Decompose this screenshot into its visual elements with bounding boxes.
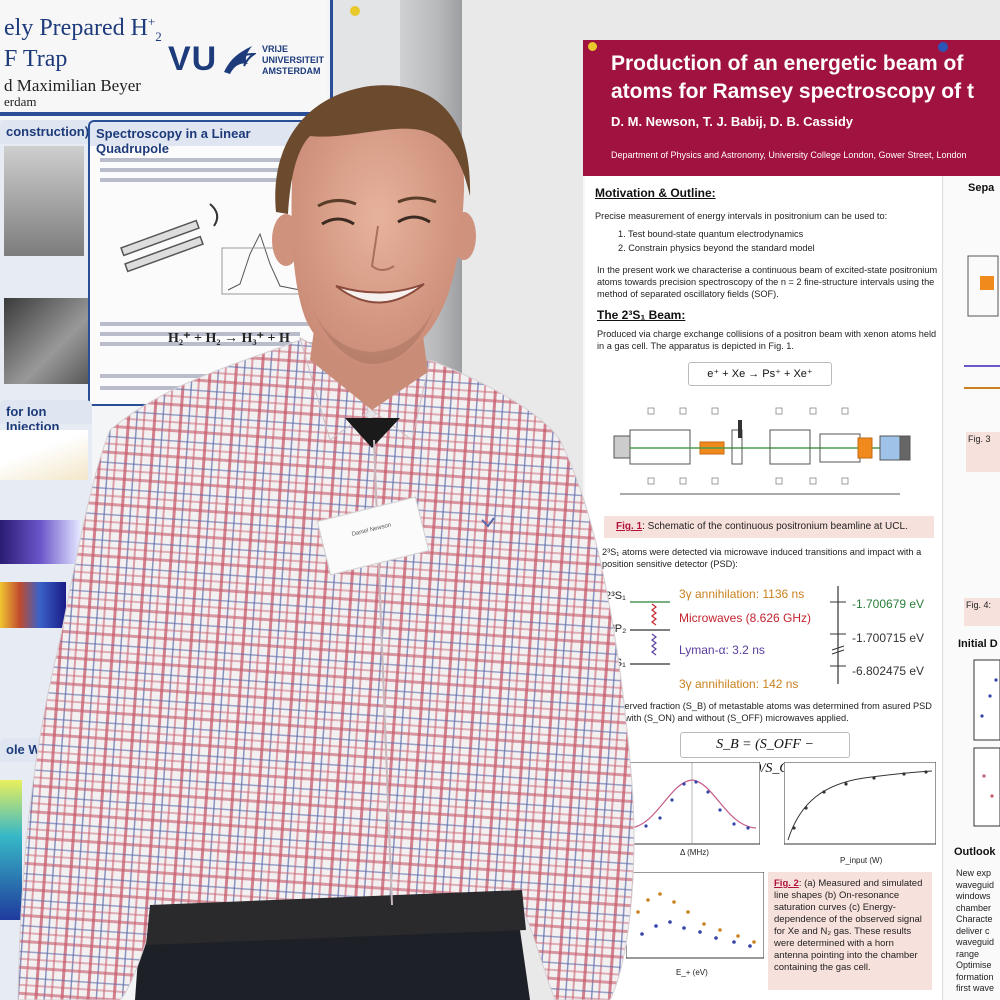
figure-1-caption: Fig. 1: Schematic of the continuous posi… [604, 516, 934, 538]
beam-text: Produced via charge exchange collisions … [597, 329, 937, 351]
motivation-text: Precise measurement of energy intervals … [595, 211, 888, 221]
plot-c-xlabel: E_+ (eV) [676, 968, 708, 977]
pushpin-icon [350, 6, 360, 16]
ucl-main-column [585, 176, 943, 1000]
vu-heatmap [0, 780, 22, 920]
figure-3-caption: Fig. 3 [966, 432, 1000, 472]
quadrupole-trap-diagram [120, 203, 307, 295]
energy-value-2: -1.700715 eV [852, 631, 925, 645]
annihilation-label-1: 3γ annihilation: 1136 ns [679, 587, 805, 601]
vu-plot [0, 430, 88, 480]
vu-poster-title-line2: F Trap [4, 46, 68, 72]
annihilation-label-2: 3γ annihilation: 142 ns [679, 677, 799, 691]
line-shape-plot [626, 762, 760, 845]
ucl-poster-authors: D. M. Newson, T. J. Babij, D. B. Cassidy [611, 114, 853, 129]
figure-2-caption: Fig. 2: (a) Measured and simulated line … [768, 872, 932, 990]
vu-logo: VU [168, 40, 218, 78]
vu-plot [0, 520, 80, 564]
list-item: 2. Constrain physics beyond the standard… [618, 243, 815, 253]
ucl-poster-department: Department of Physics and Astronomy, Uni… [611, 150, 967, 160]
vu-heatmap [0, 582, 66, 628]
vu-spectroscopy-heading: Spectroscopy in a Linear Quadrupole [88, 120, 324, 156]
reaction-equation: e⁺ + Xe → Ps⁺ + Xe⁺ [688, 362, 832, 386]
vu-poster-header [0, 0, 326, 116]
pushpin-icon [938, 42, 948, 52]
list-item: 1. Test bound-state quantum electrodynam… [618, 229, 804, 239]
ucl-poster-title-line1: Production of an energetic beam of [611, 52, 964, 75]
apparatus-photo [4, 146, 84, 256]
beamline-schematic [613, 407, 911, 495]
initial-data-heading: Initial D [958, 638, 998, 650]
present-work-text: In the present work we characterise a co… [597, 265, 938, 299]
level-2-3s1: 2³S₁ [605, 590, 626, 602]
vu-poster-dept: erdam [4, 94, 37, 109]
ucl-poster-header [583, 40, 1000, 176]
motivation-heading: Motivation & Outline: [595, 186, 716, 200]
outlook-text: New exp waveguid windows chamber Charact… [956, 868, 995, 993]
microwave-label: Microwaves (8.626 GHz) [679, 611, 812, 625]
sof-apparatus-diagram [964, 255, 1000, 389]
figure-4-caption: Fig. 4: [964, 598, 1000, 626]
energy-value-1: -1.700679 eV [852, 597, 925, 611]
fraction-text: e observed fraction (S_B) of metastable … [602, 701, 932, 723]
energy-value-3: -6.802475 eV [852, 664, 925, 678]
plot-b-xlabel: P_input (W) [840, 856, 883, 865]
ucl-poster-title-line2: atoms for Ramsey spectroscopy of t [611, 80, 974, 103]
energy-dependence-plot [626, 872, 764, 959]
saturation-plot [784, 762, 936, 845]
trousers [135, 930, 530, 1000]
lyman-alpha-label: Lyman-α: 3.2 ns [679, 643, 765, 657]
energy-level-diagram [630, 586, 846, 684]
beam-heading: The 2³S₁ Beam: [597, 308, 686, 322]
outlook-heading: Outlook [954, 846, 996, 858]
vu-reaction-equation: H₂⁺ + H₂ → H₃⁺ + H [168, 331, 290, 346]
vu-section-heading: construction) [0, 120, 92, 144]
detection-text: 2³S₁ atoms were detected via microwave i… [602, 547, 922, 569]
plot-a-xlabel: Δ (MHz) [680, 848, 709, 857]
separated-fields-heading: Sepa [968, 182, 995, 194]
initial-data-plots [973, 659, 1000, 827]
griffin-logo-icon [224, 46, 256, 74]
lab-photo [4, 298, 90, 384]
pushpin-icon [588, 42, 597, 51]
vu-poster-authors: d Maximilian Beyer [4, 76, 141, 95]
ucl-right-column [944, 176, 1000, 1000]
vu-poster-title-line1: ely Prepared H+2 [4, 14, 162, 44]
vu-university-name: VRIJE UNIVERSITEIT AMSTERDAM [262, 44, 325, 76]
